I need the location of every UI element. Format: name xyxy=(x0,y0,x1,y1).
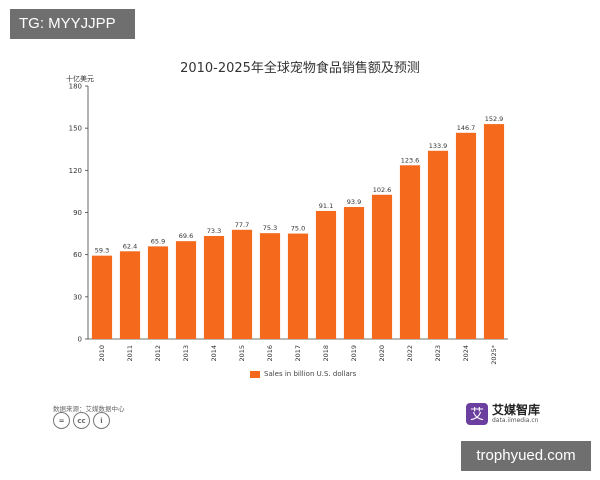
bar xyxy=(427,150,449,339)
bar-value-label: 77.7 xyxy=(235,221,249,229)
x-tick-label: 2013 xyxy=(182,345,190,362)
legend-label: Sales in billion U.S. dollars xyxy=(264,370,357,378)
bar-value-label: 93.9 xyxy=(347,198,361,206)
x-tick-label: 2014 xyxy=(210,345,218,362)
bar xyxy=(119,251,141,339)
bar-value-label: 59.3 xyxy=(95,247,109,255)
cc-icon: cc xyxy=(73,412,90,429)
x-tick-label: 2022 xyxy=(406,345,414,362)
equals-icon: = xyxy=(53,412,70,429)
bar xyxy=(147,246,169,339)
y-tick-label: 0 xyxy=(78,336,82,344)
bar xyxy=(399,165,421,339)
x-tick-label: 2017 xyxy=(294,345,302,362)
x-tick-label: 2012 xyxy=(154,345,162,362)
brand-url: data.iimedia.cn xyxy=(492,416,539,424)
bar xyxy=(315,210,337,339)
bar-value-label: 75.0 xyxy=(291,225,305,233)
x-tick-label: 2016 xyxy=(266,345,274,362)
bar-value-label: 69.6 xyxy=(179,232,193,240)
y-tick-label: 30 xyxy=(73,293,82,301)
tg-badge: TG: MYYJJPP xyxy=(10,9,135,39)
x-tick-label: 2010 xyxy=(98,345,106,362)
y-tick-label: 120 xyxy=(69,167,82,175)
bar-value-label: 75.3 xyxy=(263,224,277,232)
bar xyxy=(203,235,225,339)
bar xyxy=(483,124,505,340)
license-icons: = cc i xyxy=(53,412,113,429)
y-unit-label: 十亿美元 xyxy=(66,75,94,83)
bar xyxy=(175,241,197,339)
brand-logo-block: 艾 艾媒智库 data.iimedia.cn xyxy=(466,403,540,425)
bar-value-label: 123.6 xyxy=(401,156,420,164)
bar xyxy=(455,132,477,339)
bar-value-label: 102.6 xyxy=(373,186,392,194)
bar-value-label: 91.1 xyxy=(319,202,333,210)
bar xyxy=(343,207,365,339)
bar xyxy=(259,233,281,339)
bar xyxy=(91,255,113,339)
x-tick-label: 2023 xyxy=(434,345,442,362)
x-tick-label: 2011 xyxy=(126,345,134,362)
bar xyxy=(371,194,393,339)
bar-value-label: 146.7 xyxy=(457,124,476,132)
source-note: 数据来源：艾媒数据中心 xyxy=(53,405,125,413)
y-tick-label: 60 xyxy=(73,251,82,259)
chart-title: 2010-2025年全球宠物食品销售额及预测 xyxy=(180,61,420,76)
x-tick-label: 2025* xyxy=(490,344,498,365)
y-tick-label: 150 xyxy=(69,125,82,133)
bar xyxy=(231,229,253,339)
x-tick-label: 2019 xyxy=(350,345,358,362)
legend: Sales in billion U.S. dollars xyxy=(250,370,356,378)
x-tick-label: 2024 xyxy=(462,345,470,362)
bar xyxy=(287,233,309,339)
bar-value-label: 73.3 xyxy=(207,227,221,235)
legend-swatch xyxy=(250,370,260,378)
bar-value-label: 65.9 xyxy=(151,237,165,245)
y-tick-label: 90 xyxy=(73,209,82,217)
brand-logo-icon: 艾 xyxy=(466,403,488,425)
bar-value-label: 62.4 xyxy=(123,242,137,250)
x-tick-label: 2015 xyxy=(238,345,246,362)
x-tick-label: 2020 xyxy=(378,345,386,362)
person-icon: i xyxy=(93,412,110,429)
bar-value-label: 152.9 xyxy=(485,115,504,123)
brand-name: 艾媒智库 xyxy=(492,402,541,417)
x-tick-label: 2018 xyxy=(322,345,330,362)
watermark-badge: trophyued.com xyxy=(461,441,591,471)
bar-value-label: 133.9 xyxy=(429,142,448,150)
y-tick-label: 180 xyxy=(69,83,82,91)
